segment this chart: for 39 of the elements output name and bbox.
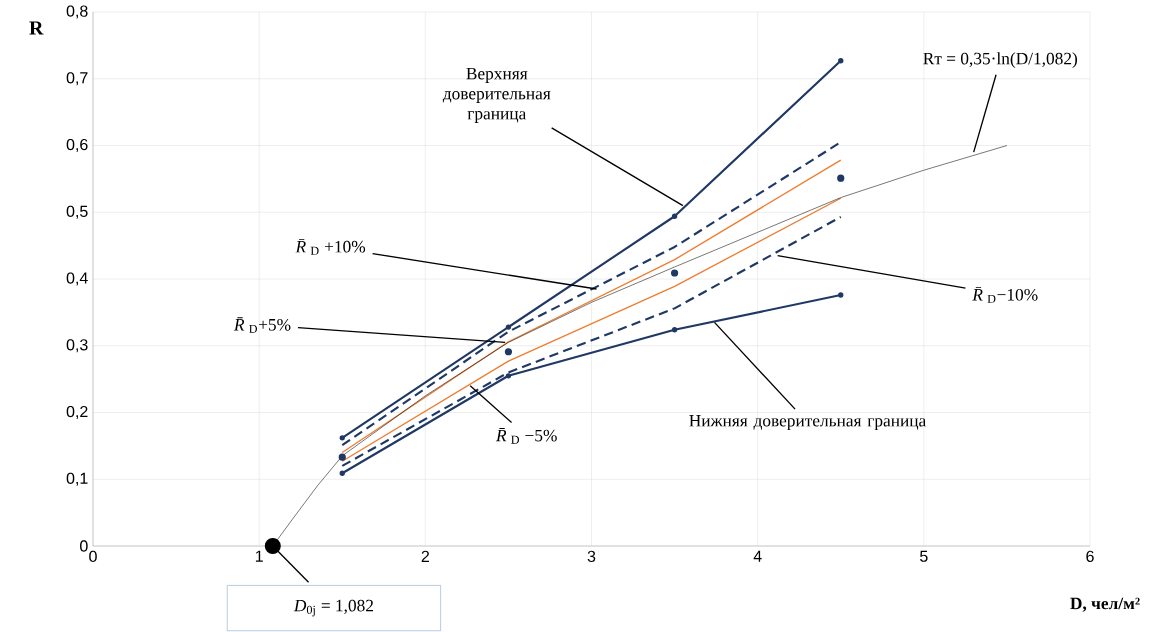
point bbox=[838, 58, 844, 64]
point bbox=[339, 435, 345, 441]
point bbox=[264, 538, 281, 555]
point bbox=[339, 470, 345, 476]
y-tick-label: 0 bbox=[80, 540, 88, 552]
annotation: D$_{0j}$ = 1,082 bbox=[293, 599, 374, 617]
y-tick-label: 0,6 bbox=[66, 138, 88, 153]
x-axis-title: D, чел/м² bbox=[1070, 597, 1140, 612]
point bbox=[505, 373, 512, 379]
point bbox=[671, 213, 678, 219]
x-tick-label: 4 bbox=[753, 550, 762, 562]
point bbox=[505, 324, 512, 330]
y-tick-label: 0,5 bbox=[66, 205, 88, 219]
y-tick-label: 0,1 bbox=[66, 472, 88, 486]
y-tick-label: 0,7 bbox=[66, 72, 88, 86]
point bbox=[838, 292, 844, 298]
annotation: Rт = 0,35·ln(D/1,082) bbox=[923, 52, 1078, 68]
annotation: R̄$_{D}$ −5% bbox=[495, 428, 557, 444]
x-tick-label: 1 bbox=[255, 550, 263, 562]
annotation: Верхняя доверительная граница bbox=[442, 67, 551, 123]
annotation: Нижняя доверительная граница bbox=[689, 414, 927, 431]
y-tick-label: 0,2 bbox=[66, 405, 88, 420]
x-tick-label: 2 bbox=[421, 550, 429, 562]
y-tick-label: 0,4 bbox=[66, 272, 88, 286]
point bbox=[671, 327, 678, 333]
annotation: R̄$_{D}$−10% bbox=[972, 287, 1038, 303]
annotation: R̄$_{D}$ +10% bbox=[295, 239, 366, 255]
point bbox=[837, 174, 845, 182]
point bbox=[338, 453, 346, 461]
point bbox=[670, 269, 679, 277]
y-tick-label: 0,8 bbox=[66, 5, 88, 19]
y-tick-label: 0,3 bbox=[66, 339, 88, 353]
annotation: R̄$_{D}$+5% bbox=[233, 317, 291, 333]
point bbox=[504, 348, 513, 356]
x-tick-label: 6 bbox=[1086, 550, 1094, 563]
x-tick-label: 0 bbox=[89, 550, 97, 563]
y-axis-title: R bbox=[29, 21, 44, 35]
x-tick-label: 5 bbox=[920, 550, 928, 562]
x-tick-label: 3 bbox=[587, 550, 596, 563]
